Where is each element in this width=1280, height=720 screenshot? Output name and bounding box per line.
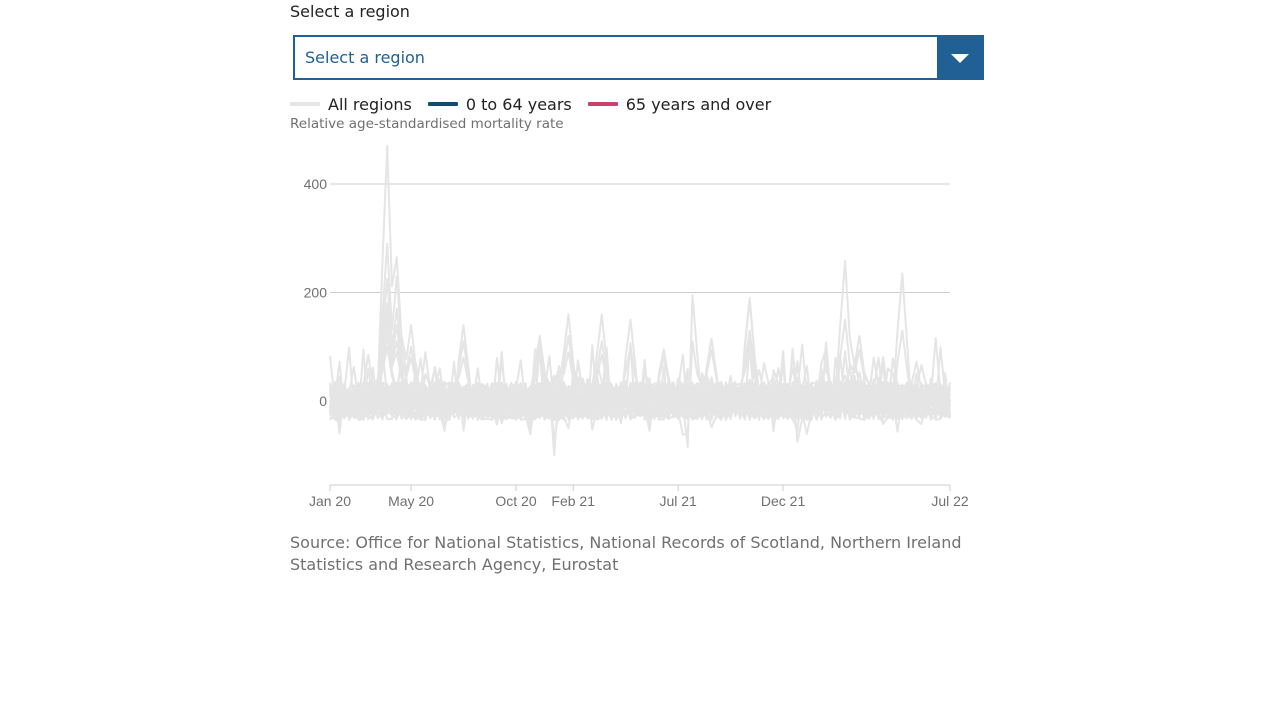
y-tick-label: 400 [304,176,328,192]
legend-swatch-all-regions [290,102,320,106]
x-tick-label: Jan 20 [309,493,351,509]
region-select-label: Select a region [290,2,410,21]
chevron-down-icon [951,54,969,63]
legend-item-0-to-64: 0 to 64 years [427,94,572,114]
x-tick-label: Dec 21 [761,493,806,509]
gridlines [330,183,950,293]
series-lines [329,145,951,457]
legend-label-65-and-over: 65 years and over [625,94,772,114]
legend-swatch-65-and-over [587,102,618,106]
y-tick-label: 200 [304,285,328,301]
x-tick-label: Feb 21 [551,493,595,509]
region-select-toggle[interactable] [937,35,984,80]
x-tick-label: Jul 22 [931,493,969,509]
y-axis-ticks: 0 200 400 [304,176,328,409]
legend-label-0-to-64: 0 to 64 years [465,94,572,114]
region-select-value: Select a region [305,48,425,67]
line-chart: 0 200 400 Jan 20 May 20 Oct 20 Feb 21 Jul 21 De… [304,145,969,509]
legend-item-all-regions: All regions [290,95,412,114]
x-tick-label: Jul 21 [659,493,697,509]
legend-item-65-and-over: 65 years and over [587,94,772,114]
x-axis: Jan 20 May 20 Oct 20 Feb 21 Jul 21 Dec 21 Jul … [309,484,969,509]
region-select[interactable]: Select a region [293,35,984,80]
series-line [329,367,951,435]
legend-swatch-0-to-64 [427,102,458,106]
y-tick-label: 0 [319,393,327,409]
chart-legend: All regions 0 to 64 years 65 years and o… [290,93,787,115]
legend-label-all-regions: All regions [328,94,412,114]
source-note: Source: Office for National Statistics, … [290,533,962,574]
series-line [329,355,951,432]
x-tick-label: May 20 [388,493,434,509]
x-tick-label: Oct 20 [495,493,536,509]
y-axis-label: Relative age-standardised mortality rate [290,116,564,132]
